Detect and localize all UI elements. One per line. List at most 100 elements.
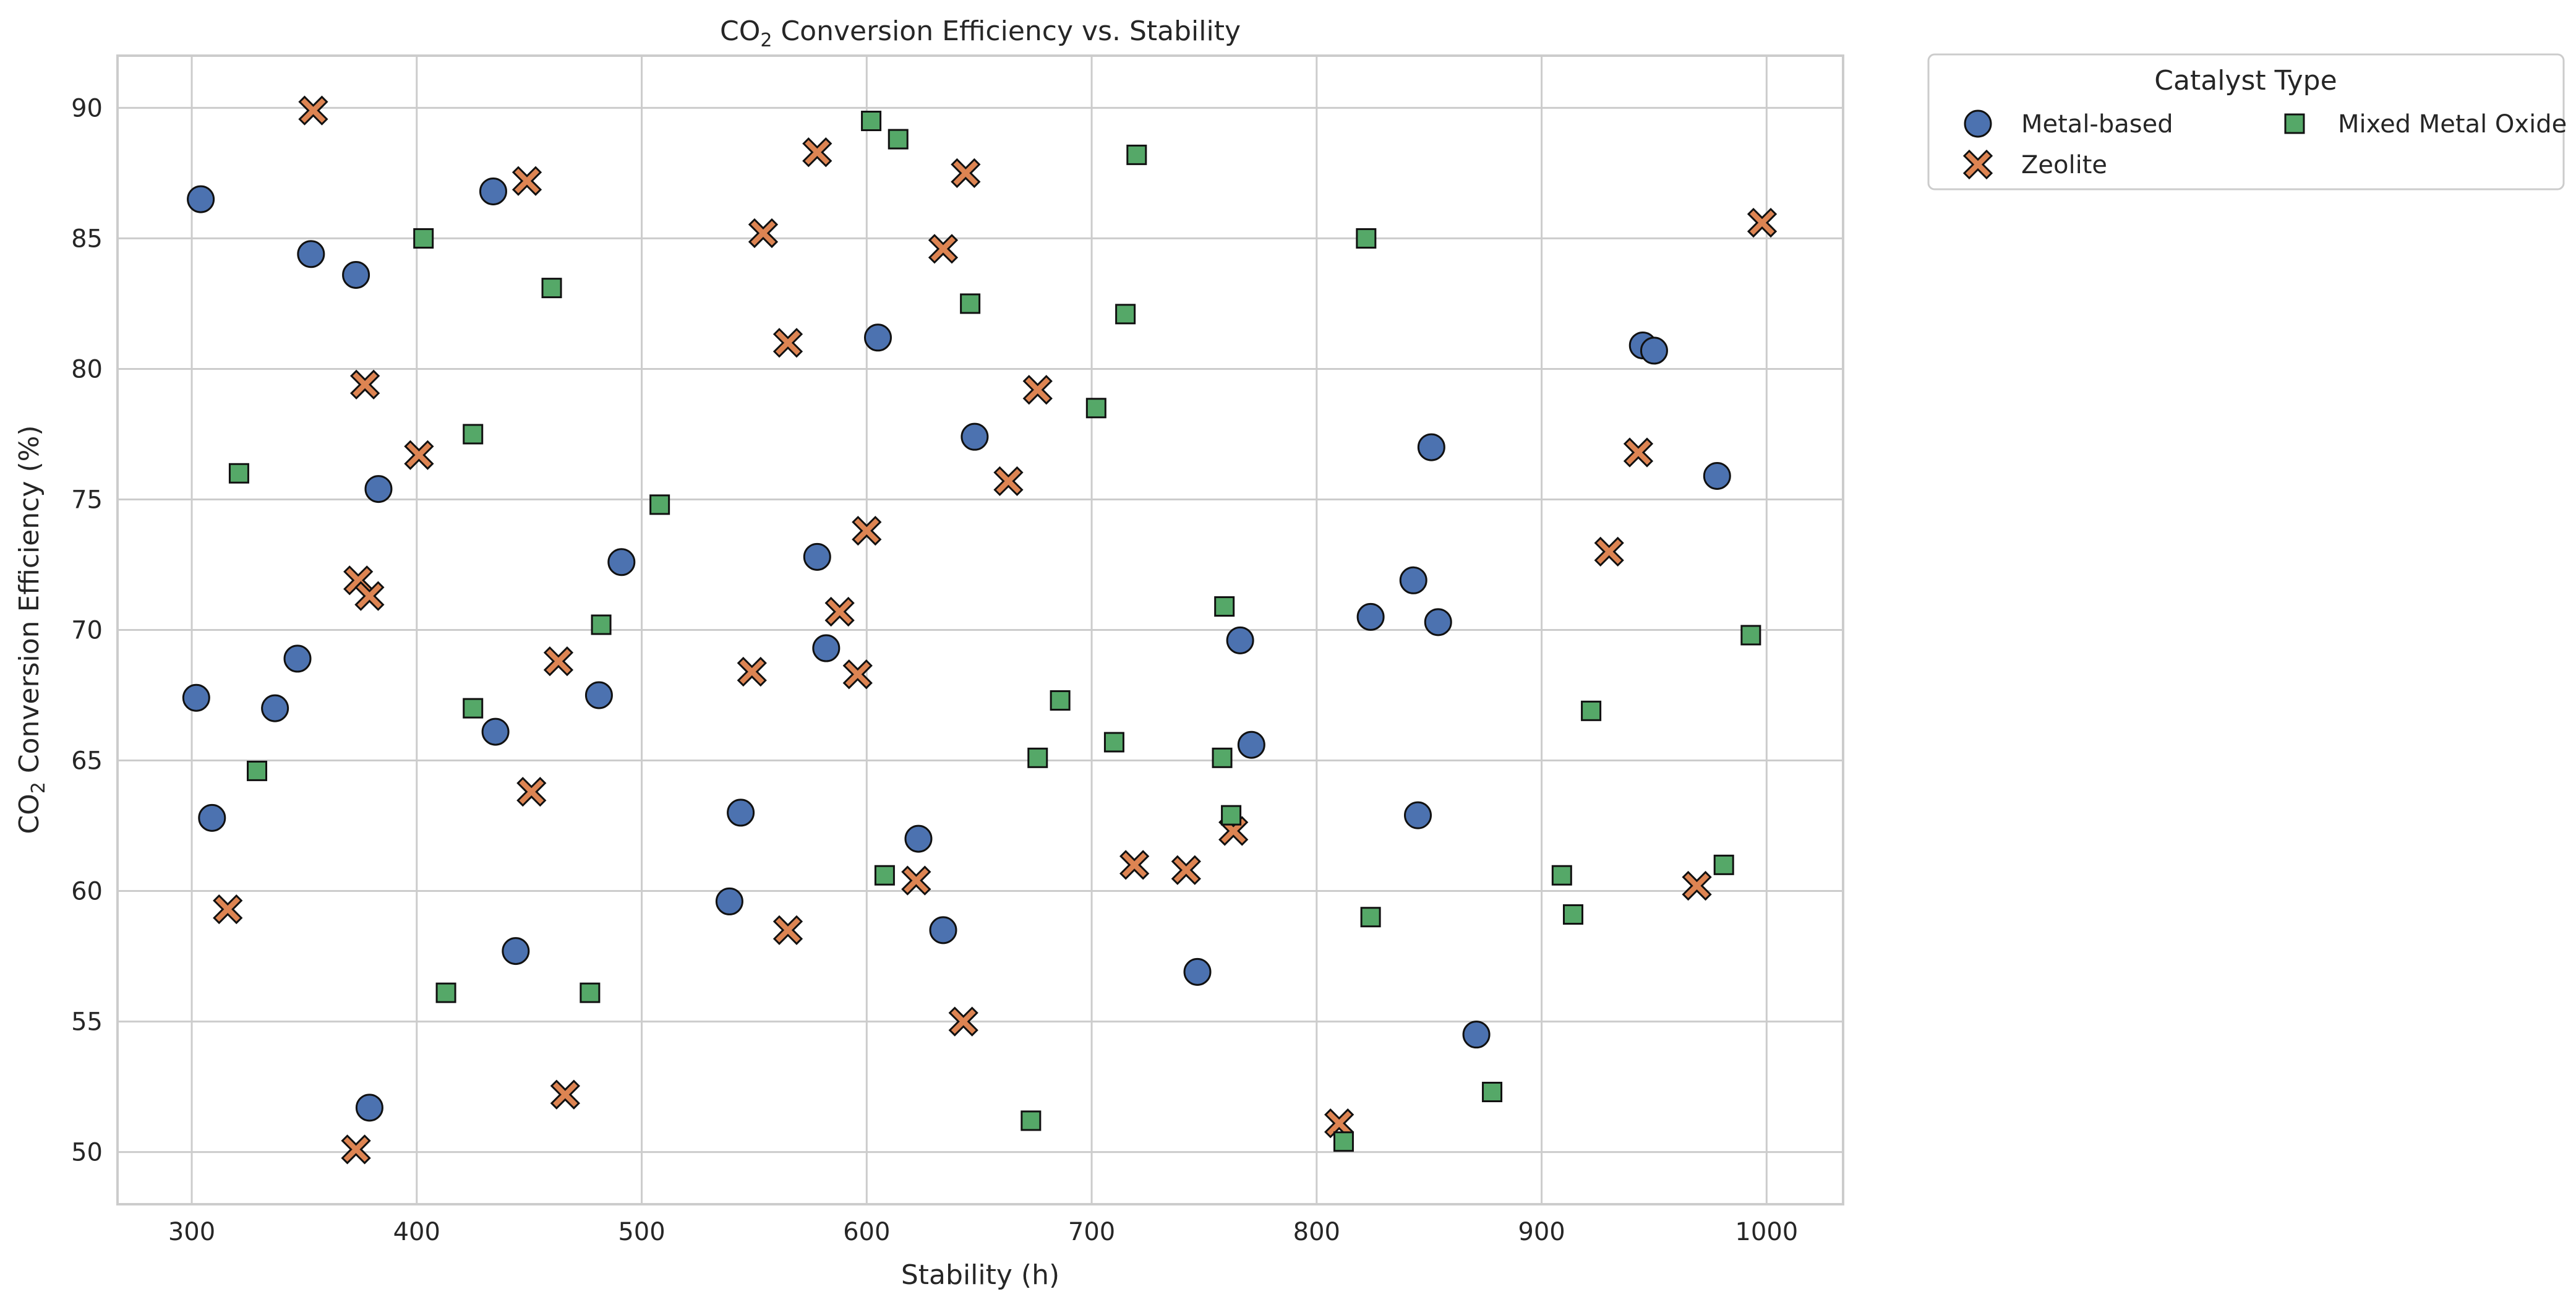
y-axis-title: CO2 Conversion Efficiency (%) (14, 425, 49, 834)
point-zeolite (748, 218, 779, 249)
point-metal-based (283, 644, 312, 673)
x-tick-label: 400 (393, 1218, 440, 1246)
y-axis-ticks: 50 55 60 65 70 75 80 85 90 (71, 94, 103, 1167)
point-zeolite (1022, 375, 1053, 405)
legend-marker-metal-based (1964, 109, 1992, 138)
point-metal-based (481, 717, 510, 746)
y-tick-label: 85 (71, 225, 103, 253)
point-mixed-metal-oxide (888, 129, 909, 150)
point-mixed-metal-oxide (1333, 1131, 1354, 1152)
legend: Catalyst Type Metal-based Zeolite Mixed Me… (1927, 53, 2567, 191)
point-metal-based (1399, 566, 1427, 594)
point-mixed-metal-oxide (1050, 690, 1071, 711)
point-metal-based (261, 694, 289, 722)
point-metal-based (929, 916, 957, 944)
point-zeolite (1119, 850, 1150, 880)
legend-marker-zeolite (1962, 149, 1993, 180)
point-zeolite (298, 95, 328, 126)
point-zeolite (213, 894, 243, 925)
point-zeolite (928, 234, 959, 264)
point-zeolite (993, 466, 1024, 497)
point-mixed-metal-oxide (435, 982, 456, 1003)
point-mixed-metal-oxide (1103, 732, 1124, 753)
point-metal-based (1226, 626, 1254, 654)
point-zeolite (516, 777, 547, 807)
point-zeolite (341, 1134, 371, 1165)
y-tick-label: 55 (71, 1008, 103, 1037)
point-mixed-metal-oxide (1221, 805, 1242, 826)
point-zeolite (1171, 855, 1201, 885)
point-mixed-metal-oxide (1126, 144, 1147, 165)
point-metal-based (342, 261, 370, 289)
point-mixed-metal-oxide (649, 494, 670, 515)
x-tick-label: 800 (1293, 1218, 1340, 1246)
point-mixed-metal-oxide (463, 698, 484, 719)
point-zeolite (772, 915, 803, 945)
point-zeolite (550, 1079, 580, 1110)
point-metal-based (479, 177, 507, 205)
point-zeolite (1623, 437, 1654, 468)
legend-box (1927, 53, 2565, 191)
point-zeolite (772, 328, 803, 358)
y-tick-label: 60 (71, 878, 103, 906)
point-metal-based (1356, 602, 1385, 631)
point-metal-based (803, 542, 831, 571)
point-zeolite (852, 516, 882, 546)
point-mixed-metal-oxide (541, 278, 562, 299)
point-zeolite (737, 656, 767, 687)
legend-label-mixed-metal-oxide: Mixed Metal Oxide (2338, 110, 2567, 139)
point-zeolite (350, 369, 380, 400)
point-metal-based (715, 887, 743, 915)
point-metal-based (1424, 608, 1452, 636)
y-tick-label: 75 (71, 486, 103, 514)
grid (118, 56, 1843, 1204)
point-zeolite (511, 166, 542, 196)
point-metal-based (584, 681, 613, 709)
point-metal-based (1703, 461, 1731, 490)
x-tick-label: 1000 (1735, 1218, 1798, 1246)
legend-title: Catalyst Type (2154, 65, 2337, 96)
data-points (182, 95, 1778, 1165)
point-metal-based (1640, 336, 1668, 365)
legend-marker-mixed-metal-oxide (2284, 113, 2305, 134)
point-mixed-metal-oxide (1212, 747, 1233, 768)
point-zeolite (543, 646, 574, 677)
point-metal-based (812, 634, 841, 662)
point-mixed-metal-oxide (1740, 625, 1761, 646)
point-metal-based (727, 798, 755, 827)
point-mixed-metal-oxide (861, 111, 882, 132)
point-metal-based (187, 185, 215, 213)
point-mixed-metal-oxide (1482, 1082, 1503, 1103)
point-mixed-metal-oxide (413, 228, 434, 249)
point-zeolite (1682, 870, 1712, 901)
x-tick-label: 900 (1518, 1218, 1565, 1246)
series-metal-based (182, 177, 1731, 1122)
point-mixed-metal-oxide (960, 293, 981, 314)
point-zeolite (354, 581, 385, 611)
point-mixed-metal-oxide (1085, 398, 1106, 419)
point-metal-based (961, 422, 989, 451)
legend-label-zeolite: Zeolite (2021, 151, 2107, 179)
x-tick-label: 600 (843, 1218, 890, 1246)
point-zeolite (802, 137, 832, 168)
point-zeolite (1747, 207, 1778, 238)
point-mixed-metal-oxide (591, 614, 612, 635)
point-metal-based (1183, 957, 1212, 986)
y-tick-label: 65 (71, 747, 103, 776)
point-metal-based (297, 240, 325, 268)
point-mixed-metal-oxide (1027, 747, 1048, 768)
point-metal-based (364, 475, 393, 503)
point-metal-based (904, 824, 933, 853)
y-tick-label: 80 (71, 355, 103, 383)
point-zeolite (824, 596, 855, 627)
legend-label-metal-based: Metal-based (2021, 110, 2173, 139)
point-metal-based (355, 1094, 383, 1122)
point-zeolite (901, 865, 931, 896)
x-axis-ticks: 300 400 500 600 700 800 900 1000 (168, 1218, 1798, 1246)
point-mixed-metal-oxide (1356, 228, 1377, 249)
x-tick-label: 700 (1068, 1218, 1115, 1246)
y-tick-label: 90 (71, 94, 103, 122)
chart-title: CO2 Conversion Efficiency vs. Stability (720, 15, 1241, 51)
series-mixed-metal-oxide (228, 111, 1761, 1152)
